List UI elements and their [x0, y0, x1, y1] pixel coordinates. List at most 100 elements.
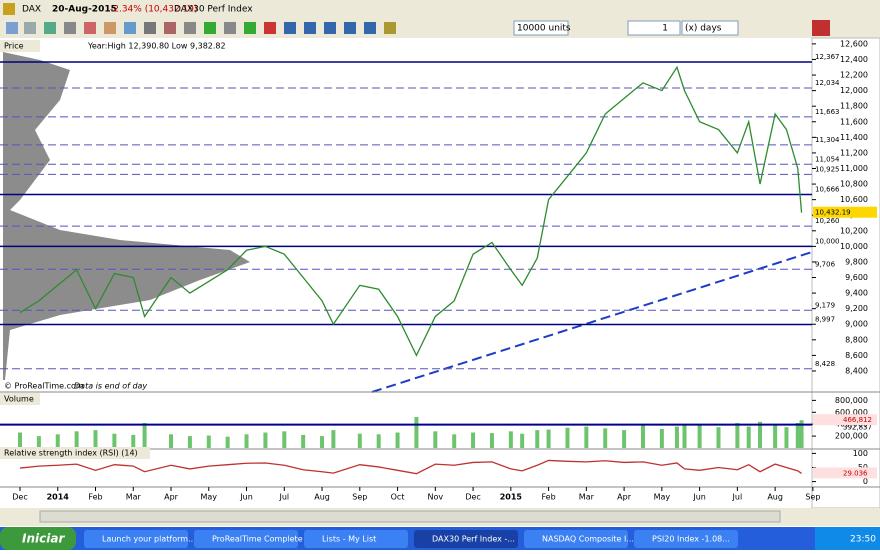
taskbar-item-label: Lists - My List — [322, 535, 376, 544]
volume-bar — [784, 427, 789, 448]
tool-icons — [6, 22, 396, 34]
tool-icon[interactable] — [84, 22, 96, 34]
units-box[interactable] — [513, 20, 569, 36]
tool-icon[interactable] — [264, 22, 276, 34]
y-tick-label: 11,200 — [840, 148, 868, 157]
units: 10000 units — [517, 24, 571, 34]
taskbar-item[interactable] — [414, 530, 518, 548]
y-tick-label: 10,800 — [840, 180, 868, 189]
tool-icon[interactable] — [224, 22, 236, 34]
tool-icon[interactable] — [384, 22, 396, 34]
volume-bar — [93, 430, 98, 448]
copyright: © ProRealTime.com — [4, 382, 84, 391]
tool-icon[interactable] — [6, 22, 18, 34]
volume-bar — [697, 425, 702, 448]
tool-icon[interactable] — [104, 22, 116, 34]
period-unit-box[interactable] — [681, 20, 739, 36]
volume-bar — [735, 423, 740, 448]
tool-icon[interactable] — [164, 22, 176, 34]
panel-title: Volume — [4, 395, 34, 404]
tool-icon[interactable] — [344, 22, 356, 34]
volume-bar — [773, 425, 778, 448]
tool-icon[interactable] — [24, 22, 36, 34]
price-axis-bg — [811, 37, 880, 509]
scroll-thumb[interactable] — [39, 510, 781, 523]
tool-icon[interactable] — [44, 22, 56, 34]
level-label: 12,034 — [815, 79, 840, 87]
volume-bar — [565, 427, 570, 448]
volume-bar — [640, 425, 645, 448]
volume-bar — [433, 431, 438, 448]
x-tick-label: Apr — [617, 493, 632, 502]
y-tick-label: 8,400 — [845, 366, 868, 375]
level-label: 9,706 — [815, 260, 836, 268]
y-tick-label: 11,000 — [840, 164, 868, 173]
taskbar-item[interactable] — [84, 530, 188, 548]
volume-bar — [758, 421, 763, 448]
tool-icon[interactable] — [304, 22, 316, 34]
y-tick-label: 800,000 — [835, 396, 868, 405]
last-value-box — [813, 414, 877, 426]
tool-icon[interactable] — [324, 22, 336, 34]
tool-icon[interactable] — [124, 22, 136, 34]
volume-bar — [489, 433, 494, 448]
x-tick-label: Sep — [805, 493, 820, 502]
period-box[interactable] — [627, 20, 681, 36]
taskbar-item[interactable] — [634, 530, 738, 548]
x-tick-label: Apr — [164, 493, 179, 502]
y-tick-label: 12,000 — [840, 86, 868, 95]
app-icon — [3, 3, 15, 15]
tool-icon[interactable] — [284, 22, 296, 34]
volume-bar — [301, 434, 306, 448]
last-value: 10,432.19 — [815, 209, 851, 217]
taskbar-item-label: PSI20 Index -1.08... — [652, 535, 730, 544]
volume-bar — [603, 428, 608, 448]
tool-icon[interactable] — [364, 22, 376, 34]
clock: 23:50 — [850, 535, 876, 545]
volume-bar — [535, 430, 540, 448]
y-tick-label: 8,800 — [845, 335, 868, 344]
tool-icon[interactable] — [244, 22, 256, 34]
level-label: 10,666 — [815, 186, 840, 194]
last-value-box — [813, 206, 877, 218]
volume-bar — [142, 423, 147, 448]
volume-bar — [320, 436, 325, 448]
volume-bar — [471, 432, 476, 448]
tool-icon[interactable] — [64, 22, 76, 34]
y-tick-label: 200,000 — [835, 432, 868, 441]
y-tick-label: 11,400 — [840, 133, 868, 142]
volume-bar — [508, 431, 513, 448]
tool-icon[interactable] — [144, 22, 156, 34]
level-label: 11,054 — [815, 155, 840, 163]
x-tick-label: May — [201, 493, 218, 502]
level-label: 8,997 — [815, 315, 835, 323]
volume-bar — [74, 431, 79, 448]
y-tick-label: 100 — [853, 449, 868, 458]
volume-bar — [263, 432, 268, 448]
taskbar-item[interactable] — [524, 530, 628, 548]
color-button[interactable] — [812, 20, 830, 36]
start-button[interactable] — [0, 527, 76, 550]
panel-title: Price — [4, 42, 24, 51]
y-tick-label: 9,600 — [845, 273, 868, 282]
tool-icon[interactable] — [204, 22, 216, 34]
x-tick-label: Mar — [579, 493, 595, 502]
taskbar-item[interactable] — [304, 530, 408, 548]
panel-header — [0, 447, 150, 459]
tool-icon[interactable] — [184, 22, 196, 34]
y-tick-label: 10,600 — [840, 195, 868, 204]
x-tick-label: Mar — [126, 493, 142, 502]
level-label: 12,367 — [815, 53, 840, 61]
taskbar-item[interactable] — [194, 530, 298, 548]
volume-bar — [17, 432, 22, 448]
volume-bar — [584, 426, 589, 448]
volume-bar — [187, 436, 192, 448]
level-label: 10,260 — [815, 217, 840, 225]
last-value-box — [813, 467, 877, 479]
y-tick-label: 11,800 — [840, 102, 868, 111]
period-unit: (x) days — [685, 24, 722, 34]
x-tick-label: Dec — [12, 493, 27, 502]
period: 1 — [662, 24, 668, 34]
average-label: 392,837 — [843, 424, 872, 432]
level-label: 8,428 — [815, 360, 835, 368]
